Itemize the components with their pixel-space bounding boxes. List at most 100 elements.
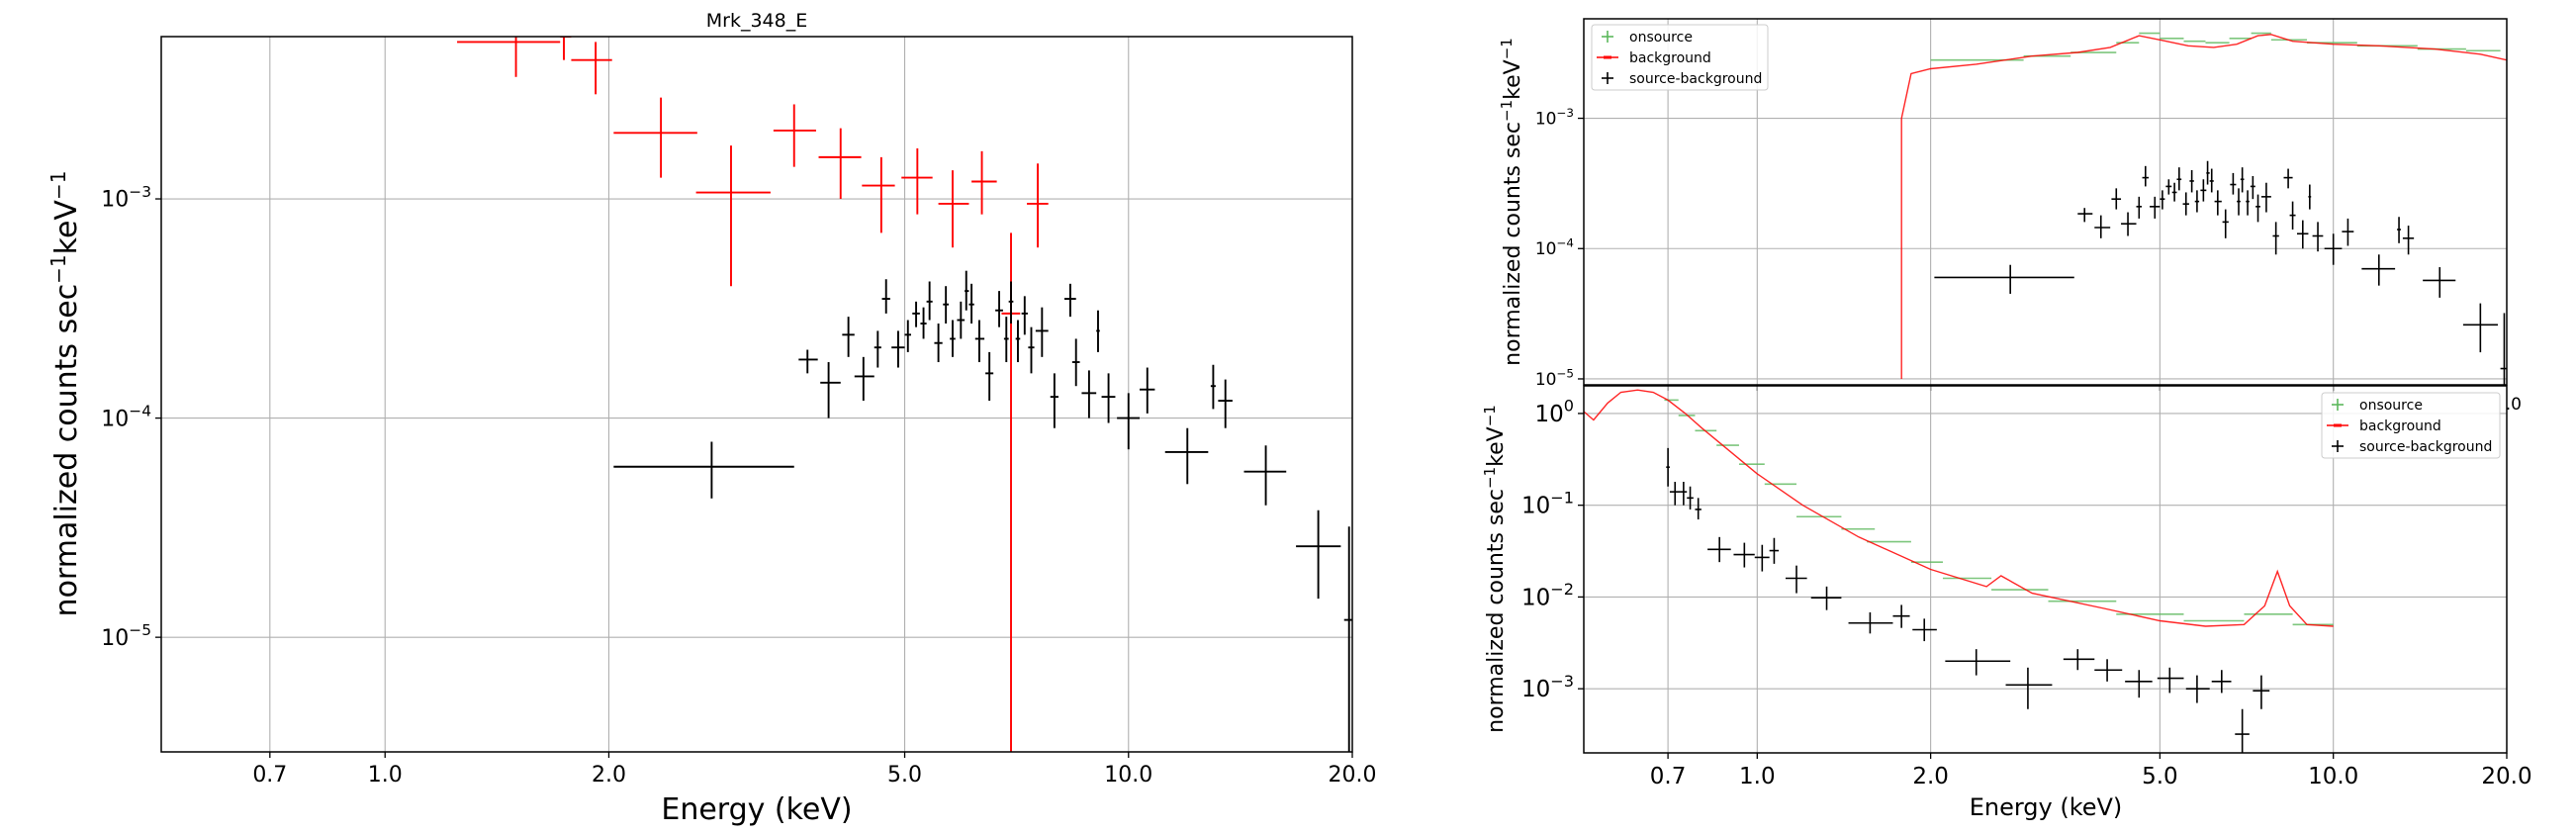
y-tick-label: 100 xyxy=(1534,397,1574,427)
series-point xyxy=(798,349,818,374)
upper-comparison-plot: 10−310−410−5 .0 normalized counts sec−1k… xyxy=(1498,18,2522,415)
x-tick-label: 10.0 xyxy=(2308,764,2358,789)
y-axis-label-sup2: −1 xyxy=(1481,405,1499,426)
series-point xyxy=(912,301,920,327)
source-background-point xyxy=(2462,303,2498,353)
x-axis-label: Energy (keV) xyxy=(661,792,852,827)
source-background-point xyxy=(2185,675,2210,703)
source-background-point xyxy=(2194,190,2200,213)
source-background-point xyxy=(2005,667,2053,709)
source-background-point xyxy=(2423,267,2456,298)
x-tick-label: 2.0 xyxy=(592,763,626,788)
series-point xyxy=(971,150,997,215)
series-point xyxy=(560,37,572,60)
y-tick-label: 10−4 xyxy=(1535,236,1574,260)
legend-label: onsource xyxy=(1629,30,1693,46)
series-point xyxy=(938,170,969,248)
series-point xyxy=(1343,526,1352,752)
x-tick-partial: .0 xyxy=(2506,395,2522,415)
source-background-point xyxy=(2230,172,2237,195)
source-background-point xyxy=(2206,160,2210,185)
y-tick-label: 10−4 xyxy=(101,402,151,431)
y-tick-label: 10−5 xyxy=(1535,366,1574,390)
source-background-point xyxy=(2150,196,2161,219)
series-point xyxy=(1139,367,1155,414)
source-background-point xyxy=(2121,212,2137,236)
source-background-point xyxy=(2324,233,2343,265)
series-point xyxy=(1081,370,1097,418)
series-point xyxy=(613,441,794,499)
series-point xyxy=(695,145,771,287)
series-point xyxy=(1210,364,1216,410)
axis-ticks: 0.7 1.0 2.0 5.0 10.0 20.0 100 10−1 10−2 10−3 xyxy=(1521,397,2532,789)
plot-frame xyxy=(1583,18,2508,386)
legend-entry: source-background xyxy=(2332,439,2492,455)
series-point xyxy=(1218,379,1233,428)
series-point xyxy=(1035,307,1049,357)
background-curve xyxy=(1900,34,2507,379)
source-background-point xyxy=(2361,254,2396,286)
legend-frame xyxy=(2321,392,2501,459)
series-point xyxy=(1021,296,1028,335)
legend-label: background xyxy=(1629,50,1711,66)
y-tick-label: 10−3 xyxy=(101,183,151,213)
source-background-point xyxy=(1912,618,1937,642)
y-tick-label: 10−3 xyxy=(1521,672,1574,702)
series-point xyxy=(818,128,862,200)
y-axis-label: normalized counts sec−1keV−1 xyxy=(1481,405,1509,733)
source-background-point xyxy=(1754,544,1770,572)
x-tick-label: 5.0 xyxy=(887,763,922,788)
series-point xyxy=(1071,338,1080,387)
legend-label: source-background xyxy=(1629,71,1762,87)
y-axis-label-sup2: −1 xyxy=(1498,38,1516,59)
data-marks xyxy=(1900,32,2507,385)
series-point xyxy=(1096,310,1100,352)
source-background-point xyxy=(2272,222,2279,255)
series-point xyxy=(1008,281,1014,325)
source-background-point xyxy=(2297,220,2309,249)
background-curve xyxy=(1584,389,2334,627)
series-point xyxy=(1015,320,1021,363)
series-point xyxy=(995,291,1003,327)
data-marks xyxy=(1584,389,2334,753)
source-background-point xyxy=(1733,542,1755,568)
legend: onsource background source-background xyxy=(1591,24,1769,91)
source-background-point xyxy=(2136,196,2143,219)
x-tick-label: 2.0 xyxy=(1912,764,1949,789)
x-tick-label: 5.0 xyxy=(2142,764,2178,789)
series-point xyxy=(974,320,985,363)
y-axis-label-sup1: −1 xyxy=(46,254,70,283)
source-background-point xyxy=(2289,201,2296,231)
series-point xyxy=(1117,393,1140,450)
source-background-point xyxy=(2094,659,2123,682)
axis-ticks: 10−3 10−4 10−5 xyxy=(1535,106,2335,391)
y-tick-label: 10−1 xyxy=(1521,488,1574,518)
series-point xyxy=(1243,445,1287,506)
source-background-point xyxy=(2111,188,2122,210)
source-background-point xyxy=(2160,190,2165,210)
legend-entry: onsource xyxy=(1602,30,1693,46)
source-background-point xyxy=(2235,708,2250,753)
source-background-point xyxy=(1945,649,2011,676)
source-background-point xyxy=(1769,537,1780,564)
series-point xyxy=(957,301,966,339)
axis-ticks: 0.7 1.0 2.0 5.0 10.0 20.0 10−3 10−4 10−5 xyxy=(101,183,1376,788)
source-background-point xyxy=(1848,611,1893,634)
source-background-point xyxy=(1687,486,1694,510)
y-axis-label-main: normalized counts sec xyxy=(49,284,84,617)
series-point xyxy=(926,281,933,321)
y-axis-label-mid: keV xyxy=(49,200,84,255)
source-background-point xyxy=(2255,194,2260,223)
y-axis-label: normalized counts sec−1keV−1 xyxy=(1498,38,1525,366)
y-axis-label-main: normalized counts sec xyxy=(1484,489,1509,733)
source-background-point xyxy=(2500,313,2507,385)
source-background-point xyxy=(2237,188,2241,216)
source-background-point xyxy=(2240,167,2245,193)
source-background-point xyxy=(2250,175,2255,200)
source-background-point xyxy=(2182,192,2189,216)
y-tick-label: 10−5 xyxy=(101,621,151,651)
y-axis-label: normalized counts sec−1keV−1 xyxy=(46,171,84,617)
x-tick-label: 20.0 xyxy=(2481,764,2531,789)
y-axis-label-mid: keV xyxy=(1501,59,1525,100)
